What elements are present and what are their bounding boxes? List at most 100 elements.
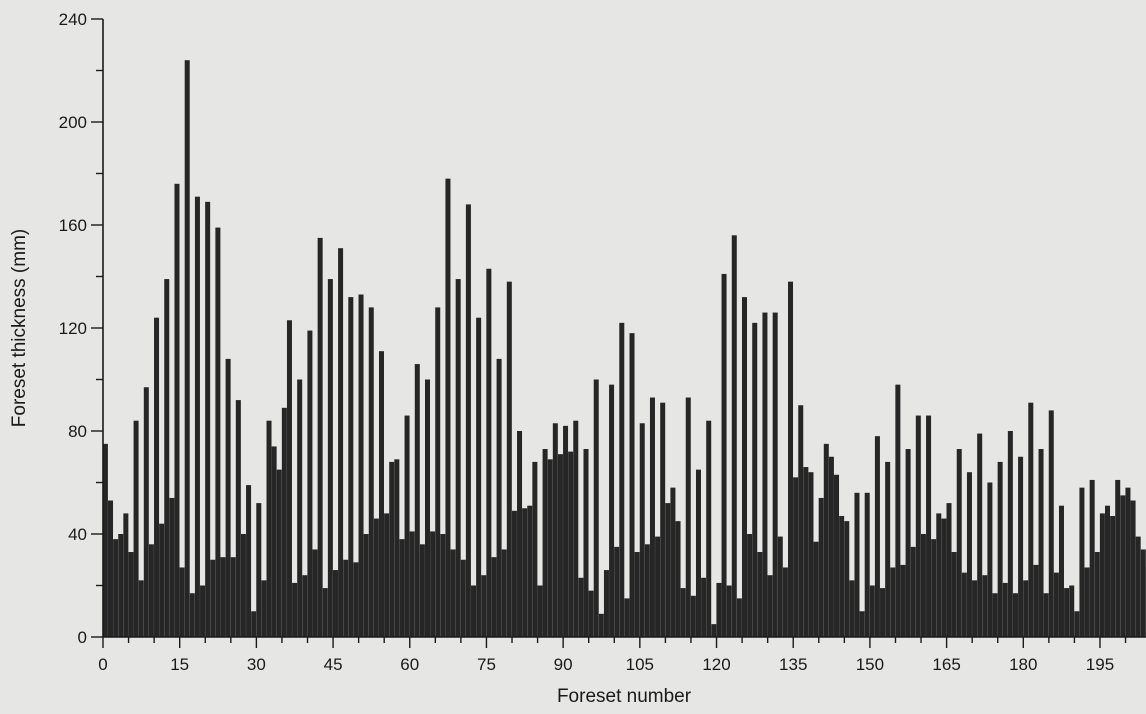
bar — [440, 534, 446, 637]
bar — [716, 582, 722, 637]
bar — [762, 312, 768, 637]
bar — [184, 60, 190, 637]
x-tick-label: 90 — [554, 655, 573, 674]
bar — [251, 611, 257, 637]
bar — [670, 487, 676, 637]
bar — [910, 546, 916, 638]
bar — [660, 402, 666, 637]
bar — [159, 523, 165, 637]
x-tick-label: 165 — [932, 655, 960, 674]
bar — [511, 510, 517, 637]
bar — [675, 521, 681, 638]
bar — [394, 459, 400, 637]
bar — [358, 294, 364, 637]
bar — [936, 513, 942, 637]
bar — [649, 397, 655, 637]
bar — [348, 297, 354, 637]
bar — [639, 423, 645, 637]
bar — [701, 577, 707, 637]
bar — [1115, 479, 1121, 637]
bar — [629, 333, 635, 637]
bar — [1105, 505, 1111, 637]
bar — [419, 544, 425, 637]
bar — [189, 593, 195, 637]
bar — [593, 379, 599, 637]
bar — [992, 593, 998, 637]
bar — [297, 379, 303, 637]
bar — [614, 546, 620, 638]
x-tick-label: 45 — [324, 655, 343, 674]
bar — [695, 469, 701, 638]
bar — [537, 585, 543, 637]
bar — [1110, 515, 1116, 637]
bar — [465, 204, 471, 637]
bar — [1094, 552, 1100, 637]
bar — [803, 467, 809, 637]
bar — [1043, 593, 1049, 637]
bar — [450, 549, 456, 637]
bar — [353, 562, 359, 637]
bar — [220, 557, 226, 637]
bar — [603, 570, 609, 637]
bar — [455, 279, 461, 637]
bar — [665, 503, 671, 637]
x-tick-label: 180 — [1009, 655, 1037, 674]
y-tick-label: 0 — [78, 628, 87, 647]
bar — [798, 405, 804, 637]
bar — [133, 420, 139, 637]
bar — [292, 582, 298, 637]
bar — [496, 358, 502, 637]
bar — [818, 497, 824, 637]
bar — [302, 575, 308, 637]
bar — [788, 281, 794, 637]
bar — [235, 400, 241, 637]
y-tick-label: 200 — [59, 113, 87, 132]
bar — [312, 549, 318, 637]
bar — [286, 320, 292, 637]
bar — [685, 397, 691, 637]
bar — [1007, 431, 1013, 637]
bar — [1079, 487, 1085, 637]
bar — [143, 387, 149, 637]
bar — [895, 384, 901, 637]
x-tick-label: 120 — [702, 655, 730, 674]
bar — [828, 456, 834, 637]
bar — [956, 449, 962, 637]
bar — [854, 492, 860, 637]
bar — [460, 559, 466, 637]
x-tick-label: 30 — [247, 655, 266, 674]
bar — [378, 351, 384, 637]
bar — [102, 443, 108, 638]
bar — [332, 570, 338, 637]
bar — [435, 307, 441, 637]
bar — [1058, 505, 1064, 637]
bar — [890, 567, 896, 637]
bar — [271, 446, 277, 637]
bar — [138, 580, 144, 637]
bar — [476, 317, 482, 637]
bar — [194, 196, 200, 637]
bar — [926, 415, 932, 637]
bar — [481, 575, 487, 637]
bar — [174, 183, 180, 638]
bar — [834, 474, 840, 637]
x-tick-label: 0 — [98, 655, 107, 674]
bar — [1130, 500, 1136, 637]
bar — [1018, 456, 1024, 637]
bar — [680, 588, 686, 637]
bar — [706, 420, 712, 637]
bar — [123, 513, 129, 637]
bar — [772, 312, 778, 637]
bar — [205, 201, 211, 637]
bar — [1084, 567, 1090, 637]
bar — [542, 449, 548, 637]
bar — [246, 485, 252, 637]
bar — [343, 559, 349, 637]
bar — [578, 577, 584, 637]
bar — [1069, 585, 1075, 637]
bar — [1140, 549, 1146, 637]
bar — [486, 268, 492, 637]
bar — [583, 449, 589, 637]
bar — [1125, 487, 1131, 637]
bar — [409, 531, 415, 637]
